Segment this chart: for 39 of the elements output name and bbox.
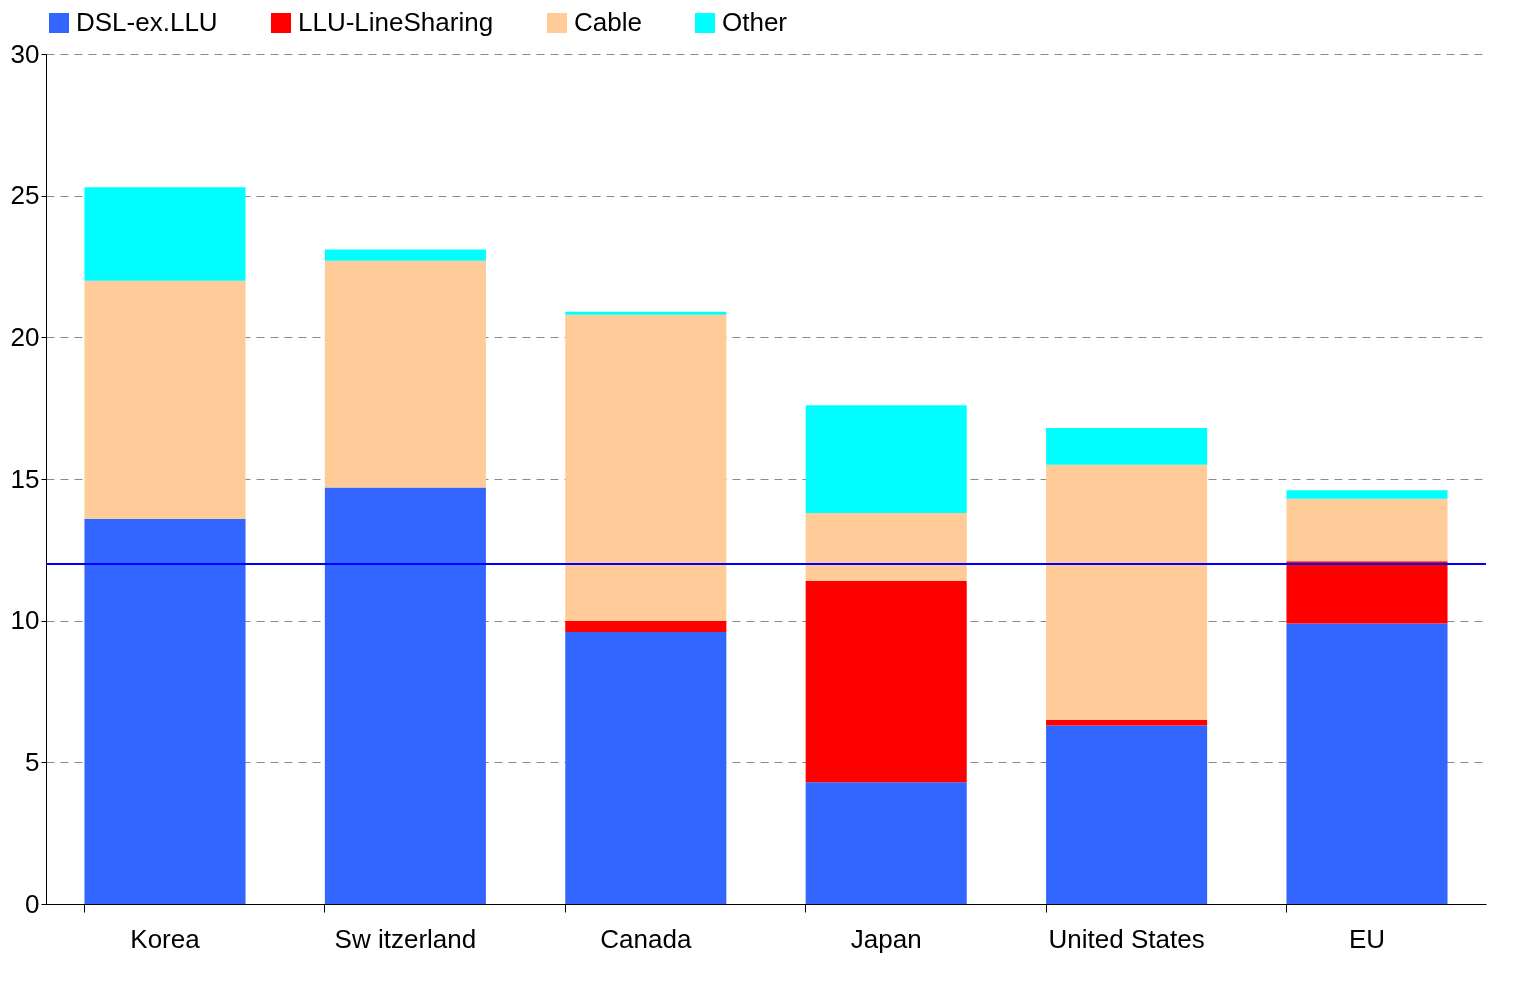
bar <box>805 782 967 904</box>
legend-label: Cable <box>574 7 642 37</box>
y-tick-label: 20 <box>10 321 40 352</box>
x-tick-label: United States <box>1048 923 1205 954</box>
bar <box>565 314 727 621</box>
x-tick-label: Sw itzerland <box>334 923 477 954</box>
legend-label: DSL-ex.LLU <box>76 7 218 37</box>
y-tick-label: 25 <box>10 180 40 211</box>
y-tick-label: 15 <box>10 463 40 494</box>
bar <box>84 280 246 519</box>
bar <box>1046 464 1208 720</box>
y-tick-label: 0 <box>25 888 40 919</box>
bar <box>1286 623 1448 904</box>
bar <box>565 311 727 315</box>
legend-label: Other <box>722 7 788 37</box>
x-tick-label: Japan <box>850 923 922 954</box>
bar <box>324 249 486 261</box>
bar <box>1046 719 1208 726</box>
bar <box>805 405 967 513</box>
legend-label: LLU-LineSharing <box>298 7 494 37</box>
bar <box>1286 490 1448 499</box>
x-tick-label: Canada <box>600 923 692 954</box>
bar <box>1286 561 1448 624</box>
bar <box>84 518 246 904</box>
bar <box>1046 428 1208 465</box>
x-tick-label: EU <box>1348 923 1386 954</box>
bar <box>1046 725 1208 904</box>
bar <box>84 187 246 281</box>
bar <box>324 260 486 488</box>
y-tick-label: 5 <box>25 746 40 777</box>
bar <box>565 632 727 904</box>
bar <box>565 620 727 632</box>
bar <box>805 513 967 581</box>
bar <box>324 487 486 904</box>
bar <box>1286 498 1448 562</box>
y-tick-label: 10 <box>10 605 40 636</box>
x-tick-label: Korea <box>130 923 201 954</box>
y-tick-label: 30 <box>10 38 40 69</box>
bar <box>805 581 967 783</box>
